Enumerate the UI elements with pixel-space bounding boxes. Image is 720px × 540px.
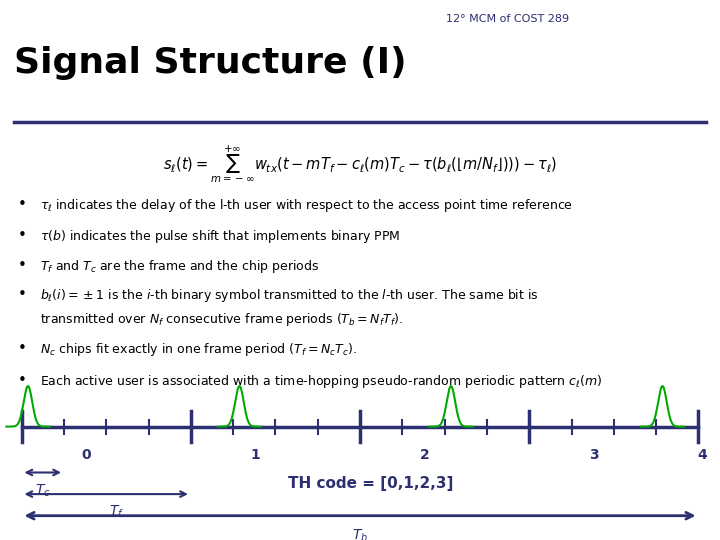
Text: $T_f$: $T_f$ xyxy=(109,504,125,520)
Text: 12° MCM of COST 289: 12° MCM of COST 289 xyxy=(446,14,570,24)
Text: 0: 0 xyxy=(81,448,91,462)
Text: 1: 1 xyxy=(251,448,260,462)
Text: $\tau_\ell$ indicates the delay of the l-th user with respect to the access poin: $\tau_\ell$ indicates the delay of the l… xyxy=(40,197,572,214)
Text: Each active user is associated with a time-hopping pseudo-random periodic patter: Each active user is associated with a ti… xyxy=(40,373,602,389)
Text: •: • xyxy=(18,341,27,356)
Text: $T_f$ and $T_c$ are the frame and the chip periods: $T_f$ and $T_c$ are the frame and the ch… xyxy=(40,258,319,275)
Text: $b_\ell(i) = \pm 1$ is the $i$-th binary symbol transmitted to the $l$-th user. : $b_\ell(i) = \pm 1$ is the $i$-th binary… xyxy=(40,287,539,304)
Text: $s_\ell(t) = \sum_{m=-\infty}^{+\infty}w_{tx}(t - mT_f - c_\ell(m)T_c - \tau(b_\: $s_\ell(t) = \sum_{m=-\infty}^{+\infty}w… xyxy=(163,143,557,185)
Text: transmitted over $N_f$ consecutive frame periods ($T_b = N_f T_f$).: transmitted over $N_f$ consecutive frame… xyxy=(40,310,402,327)
Text: TH code = [0,1,2,3]: TH code = [0,1,2,3] xyxy=(288,476,454,491)
Text: $\tau(b)$ indicates the pulse shift that implements binary PPM: $\tau(b)$ indicates the pulse shift that… xyxy=(40,228,400,245)
Text: •: • xyxy=(18,287,27,302)
Text: Signal Structure (I): Signal Structure (I) xyxy=(14,46,407,80)
Text: 4: 4 xyxy=(697,448,707,462)
Text: 3: 3 xyxy=(589,448,598,462)
Text: $T_c$: $T_c$ xyxy=(35,482,50,498)
Text: •: • xyxy=(18,258,27,273)
Text: $N_c$ chips fit exactly in one frame period ($T_f = N_c T_c$).: $N_c$ chips fit exactly in one frame per… xyxy=(40,341,356,358)
Text: •: • xyxy=(18,197,27,212)
Text: •: • xyxy=(18,373,27,388)
Text: $T_b$: $T_b$ xyxy=(352,528,368,540)
Text: 2: 2 xyxy=(420,448,429,462)
Text: •: • xyxy=(18,228,27,243)
